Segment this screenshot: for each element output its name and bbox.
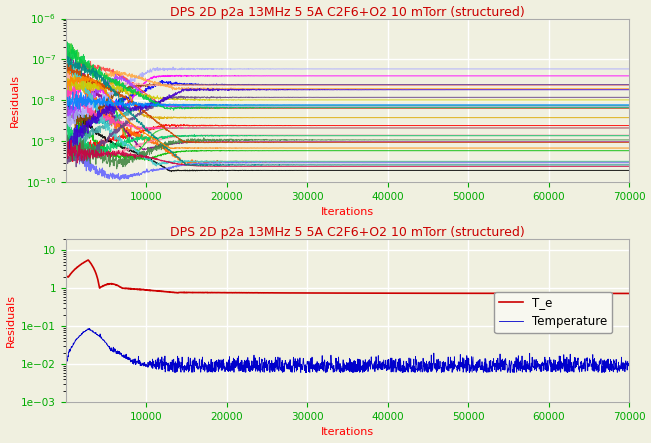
Y-axis label: Residuals: Residuals [6,294,16,347]
X-axis label: Iterations: Iterations [321,207,374,218]
Temperature [322,363,329,368]
Temperature [337,361,344,366]
Line: T_e: T_e [66,260,629,293]
Temperature [506,363,514,369]
Y-axis label: Residuals: Residuals [10,74,20,127]
Temperature [86,326,94,331]
T_e [85,257,92,263]
T_e [62,274,70,280]
T_e [625,291,633,296]
T_e [336,291,344,296]
Temperature [303,370,311,375]
Temperature [62,353,70,358]
T_e [609,291,617,296]
Temperature [609,367,617,373]
T_e [609,291,616,296]
Line: Temperature: Temperature [66,328,629,373]
Legend: T_e, Temperature: T_e, Temperature [494,291,612,333]
T_e [91,268,99,273]
Title: DPS 2D p2a 13MHz 5 5A C2F6+O2 10 mTorr (structured): DPS 2D p2a 13MHz 5 5A C2F6+O2 10 mTorr (… [170,225,525,239]
Temperature [91,330,99,336]
T_e [321,290,329,295]
Temperature [625,361,633,366]
T_e [506,291,514,296]
Temperature [609,369,617,374]
Title: DPS 2D p2a 13MHz 5 5A C2F6+O2 10 mTorr (structured): DPS 2D p2a 13MHz 5 5A C2F6+O2 10 mTorr (… [170,6,525,19]
X-axis label: Iterations: Iterations [321,427,374,437]
